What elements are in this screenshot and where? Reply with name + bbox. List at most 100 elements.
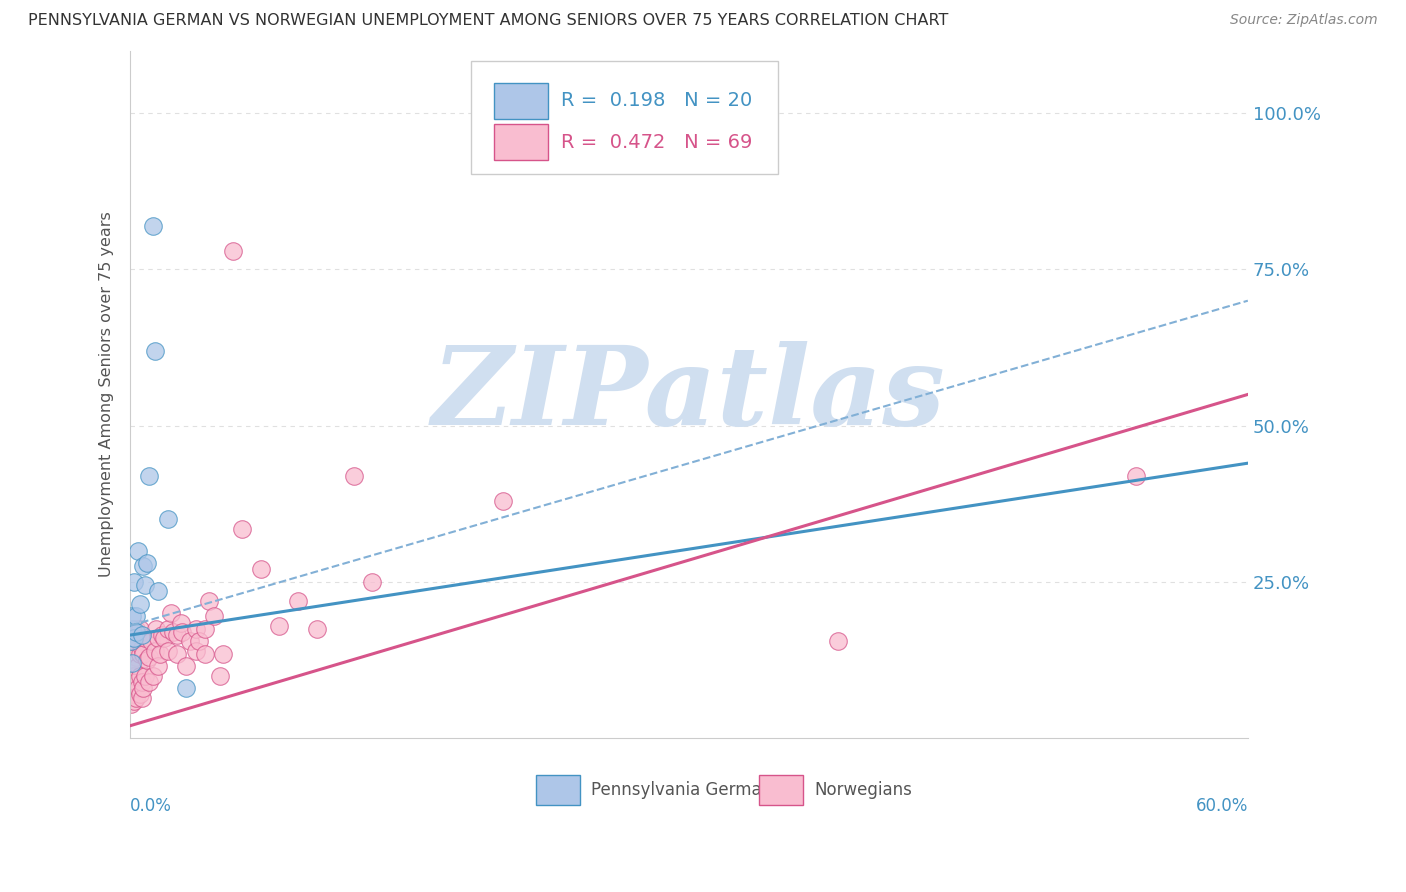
- Point: [121, 688, 143, 702]
- Point: [131, 640, 153, 655]
- FancyBboxPatch shape: [471, 61, 779, 175]
- Point: [128, 647, 150, 661]
- Point: [121, 637, 143, 651]
- Point: [125, 674, 148, 689]
- Point: [287, 593, 309, 607]
- FancyBboxPatch shape: [494, 83, 548, 119]
- Point: [120, 634, 142, 648]
- Point: [125, 624, 148, 639]
- Point: [305, 622, 328, 636]
- Point: [343, 468, 366, 483]
- Point: [160, 606, 183, 620]
- Text: 0.0%: 0.0%: [131, 797, 172, 814]
- Point: [827, 634, 849, 648]
- Point: [136, 556, 159, 570]
- Point: [121, 609, 143, 624]
- Point: [127, 543, 149, 558]
- Point: [127, 681, 149, 696]
- Point: [148, 659, 170, 673]
- Point: [127, 659, 149, 673]
- Point: [148, 631, 170, 645]
- Text: PENNSYLVANIA GERMAN VS NORWEGIAN UNEMPLOYMENT AMONG SENIORS OVER 75 YEARS CORREL: PENNSYLVANIA GERMAN VS NORWEGIAN UNEMPLO…: [28, 13, 949, 29]
- Point: [179, 634, 201, 648]
- Point: [134, 668, 156, 682]
- Point: [172, 624, 194, 639]
- Point: [188, 634, 211, 648]
- Point: [120, 697, 142, 711]
- Text: R =  0.472   N = 69: R = 0.472 N = 69: [561, 133, 752, 152]
- Point: [143, 643, 166, 657]
- Point: [131, 628, 153, 642]
- Point: [162, 624, 184, 639]
- Point: [174, 681, 197, 696]
- Point: [166, 628, 188, 642]
- Point: [125, 690, 148, 705]
- Point: [1125, 468, 1147, 483]
- Point: [121, 622, 143, 636]
- Point: [121, 662, 143, 676]
- Point: [128, 597, 150, 611]
- Point: [222, 244, 245, 258]
- Point: [131, 690, 153, 705]
- Point: [122, 631, 145, 645]
- Point: [150, 628, 173, 642]
- Point: [128, 668, 150, 682]
- Point: [132, 559, 155, 574]
- Point: [138, 468, 160, 483]
- Point: [492, 493, 515, 508]
- Point: [136, 653, 159, 667]
- Point: [208, 668, 231, 682]
- Text: R =  0.198   N = 20: R = 0.198 N = 20: [561, 91, 752, 111]
- Point: [269, 618, 291, 632]
- Point: [142, 219, 165, 233]
- Text: Pennsylvania Germans: Pennsylvania Germans: [591, 780, 780, 798]
- Point: [148, 584, 170, 599]
- Point: [122, 640, 145, 655]
- Point: [127, 634, 149, 648]
- Point: [132, 681, 155, 696]
- Point: [134, 631, 156, 645]
- Point: [184, 643, 207, 657]
- Point: [128, 622, 150, 636]
- Point: [125, 622, 148, 636]
- Point: [138, 674, 160, 689]
- Point: [132, 647, 155, 661]
- Point: [120, 681, 142, 696]
- Point: [125, 649, 148, 664]
- Text: Norwegians: Norwegians: [814, 780, 912, 798]
- FancyBboxPatch shape: [759, 774, 803, 805]
- Point: [125, 609, 148, 624]
- Point: [197, 593, 219, 607]
- Point: [122, 574, 145, 589]
- FancyBboxPatch shape: [536, 774, 579, 805]
- Text: 60.0%: 60.0%: [1195, 797, 1249, 814]
- Point: [231, 522, 253, 536]
- Point: [249, 562, 271, 576]
- Point: [145, 622, 167, 636]
- Text: ZIPatlas: ZIPatlas: [432, 341, 946, 448]
- Point: [139, 634, 162, 648]
- Point: [149, 647, 172, 661]
- Point: [156, 643, 179, 657]
- Point: [156, 622, 179, 636]
- Point: [184, 622, 207, 636]
- Point: [128, 688, 150, 702]
- Point: [194, 622, 217, 636]
- Point: [138, 649, 160, 664]
- Point: [174, 659, 197, 673]
- FancyBboxPatch shape: [494, 124, 548, 160]
- Y-axis label: Unemployment Among Seniors over 75 years: Unemployment Among Seniors over 75 years: [100, 211, 114, 577]
- Point: [122, 694, 145, 708]
- Point: [153, 631, 176, 645]
- Point: [143, 343, 166, 358]
- Point: [156, 512, 179, 526]
- Point: [202, 609, 225, 624]
- Point: [121, 668, 143, 682]
- Point: [122, 668, 145, 682]
- Point: [121, 656, 143, 670]
- Point: [134, 578, 156, 592]
- Point: [131, 674, 153, 689]
- Text: Source: ZipAtlas.com: Source: ZipAtlas.com: [1230, 13, 1378, 28]
- Point: [212, 647, 235, 661]
- Point: [361, 574, 384, 589]
